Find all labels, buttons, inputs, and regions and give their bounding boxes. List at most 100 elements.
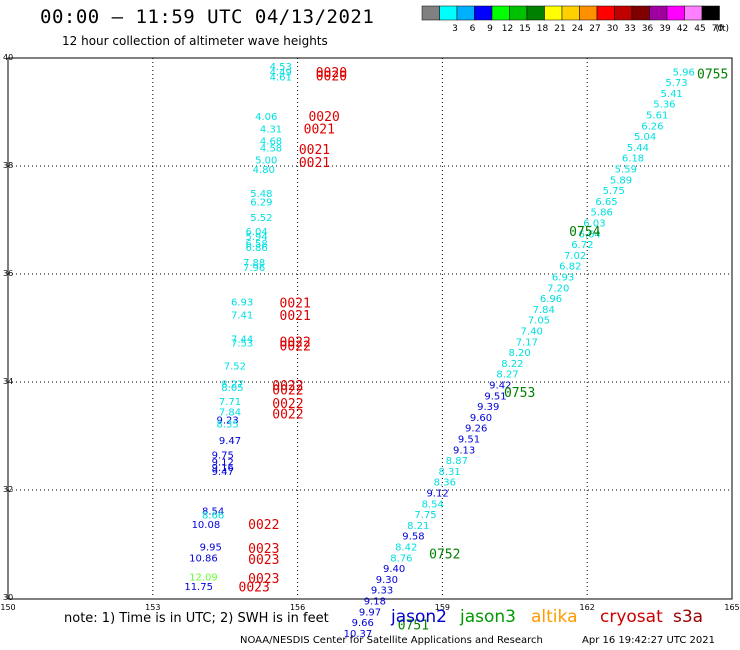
swh-value-label: 7.71: [219, 397, 241, 408]
swh-value-label: 4.06: [255, 112, 277, 123]
swh-value-label: 9.58: [402, 532, 424, 543]
y-tick-label: 34: [3, 377, 13, 386]
swh-value-label: 8.66: [202, 511, 224, 522]
swh-value-label: 7.44: [231, 335, 253, 346]
swh-value-label: 4.49: [270, 67, 292, 78]
swh-value-label: 9.40: [383, 564, 405, 575]
swh-value-label: 8.54: [422, 499, 444, 510]
pass-time-label: 0020: [308, 110, 339, 125]
swh-value-label: 5.75: [603, 186, 625, 197]
legend-swatch: [491, 5, 510, 21]
y-tick-label: 36: [3, 269, 13, 278]
legend-bin-label: 45: [694, 24, 705, 34]
swh-value-label: 9.66: [352, 618, 374, 629]
swh-value-label: 9.30: [376, 575, 398, 586]
swh-value-label: 8.54: [202, 506, 224, 517]
pass-time-label: 0022: [248, 518, 279, 533]
swh-value-label: 9.26: [465, 424, 487, 435]
axis-tick-labels: 150 153 156 159 162 165 30 32 34 36 38 40: [0, 53, 739, 612]
swh-value-label: 9.51: [458, 434, 480, 445]
swh-value-label: 4.68: [260, 136, 282, 147]
grid-lines: [8, 58, 732, 598]
swh-value-label: 10.37: [344, 629, 373, 640]
pass-time-label: 0022: [280, 335, 311, 350]
legend-bin-label: 70: [712, 24, 724, 34]
swh-value-label: 8.27: [221, 379, 243, 390]
swh-value-label: 10.08: [192, 520, 221, 531]
pass-time-label: 0022: [272, 397, 303, 412]
legend-bin-label: 6: [470, 24, 476, 34]
pass-time-label: 0021: [304, 123, 335, 138]
swh-value-label: 8.31: [439, 467, 461, 478]
swh-value-label: 6.26: [641, 121, 663, 132]
legend-unit: (ft): [716, 24, 730, 34]
swh-value-label: 9.39: [477, 402, 499, 413]
x-tick-label: 150: [0, 603, 15, 612]
legend-bin-label: 3: [452, 24, 458, 34]
swh-value-label: 9.12: [212, 458, 234, 469]
legend-bin-label: 9: [487, 24, 493, 34]
satellite-jason3: jason3: [460, 607, 516, 627]
legend-bin-label: 12: [502, 24, 513, 34]
swh-value-label: 8.27: [496, 370, 518, 381]
swh-value-label: 5.36: [653, 100, 675, 111]
legend-swatch: [666, 5, 685, 21]
legend-swatch: [439, 5, 458, 21]
color-legend: 3 6 9 12 15 18 21 24 27 30 33 36 39 42 45 70(ft): [421, 5, 730, 34]
swh-value-label: 5.48: [250, 189, 272, 200]
swh-value-label: 9.18: [364, 596, 386, 607]
swh-value-label: 6.64: [578, 229, 600, 240]
pass-time-label: 0023: [239, 581, 270, 596]
chart-title: 00:00 – 11:59 UTC 04/13/2021: [40, 6, 375, 28]
legend-swatch: [614, 5, 633, 21]
swh-value-label: 9.33: [371, 586, 393, 597]
legend-bin-label: 18: [537, 24, 549, 34]
swh-value-label: 6.93: [231, 297, 253, 308]
swh-value-label: 7.75: [414, 510, 436, 521]
swh-value-label: 7.96: [243, 263, 265, 274]
pass-time-label: 0020: [316, 70, 347, 85]
swh-value-label: 8.35: [216, 419, 238, 430]
pass-time-label: 0754: [569, 225, 600, 240]
swh-value-label: 4.80: [253, 165, 275, 176]
x-tick-label: 156: [290, 603, 305, 612]
swh-value-label: 7.84: [219, 407, 241, 418]
swh-value-label: 9.51: [484, 391, 506, 402]
swh-value-label: 5.44: [627, 143, 649, 154]
pass-time-label: 0021: [299, 143, 330, 158]
legend-swatch: [631, 5, 650, 21]
legend-bin-label: 33: [624, 24, 635, 34]
swh-value-label: 6.65: [595, 197, 617, 208]
swh-value-label: 8.87: [446, 456, 468, 467]
legend-bin-label: 42: [677, 24, 688, 34]
swh-value-label: 4.53: [270, 62, 292, 73]
swh-value-label: 5.61: [646, 110, 668, 121]
swh-value-label: 8.05: [221, 383, 243, 394]
pass-time-label: 0753: [504, 386, 535, 401]
swh-value-label: 7.17: [516, 337, 538, 348]
legend-swatch: [684, 5, 703, 21]
legend-swatch: [526, 5, 545, 21]
swh-value-label: 5.96: [673, 67, 695, 78]
swh-value-label: 12.09: [189, 573, 218, 584]
swh-value-label: 11.75: [184, 582, 213, 593]
swh-value-label: 5.86: [591, 208, 613, 219]
swh-value-label: 9.13: [453, 445, 475, 456]
footer-credit: NOAA/NESDIS Center for Satellite Applica…: [240, 635, 543, 646]
y-tick-label: 30: [3, 593, 13, 602]
footer-timestamp: Apr 16 19:42:27 UTC 2021: [582, 635, 715, 646]
swh-value-label: 6.82: [559, 262, 581, 273]
x-tick-label: 162: [580, 603, 595, 612]
swh-value-label: 5.89: [610, 175, 632, 186]
satellite-s3a: s3a: [673, 607, 704, 627]
pass-time-label: 0022: [272, 408, 303, 423]
legend-swatch: [509, 5, 528, 21]
pass-time-label: 0021: [299, 156, 330, 171]
swh-value-label: 5.41: [661, 89, 683, 100]
swh-value-label: 5.73: [665, 78, 687, 89]
swh-value-label: 9.16: [212, 463, 234, 474]
y-tick-label: 32: [3, 485, 13, 494]
data-labels: 4.534.494.61 4.06 4.314.684.585.004.80 5.48…: [184, 62, 728, 640]
legend-swatch: [421, 5, 440, 21]
swh-value-label: 9.75: [212, 451, 234, 462]
